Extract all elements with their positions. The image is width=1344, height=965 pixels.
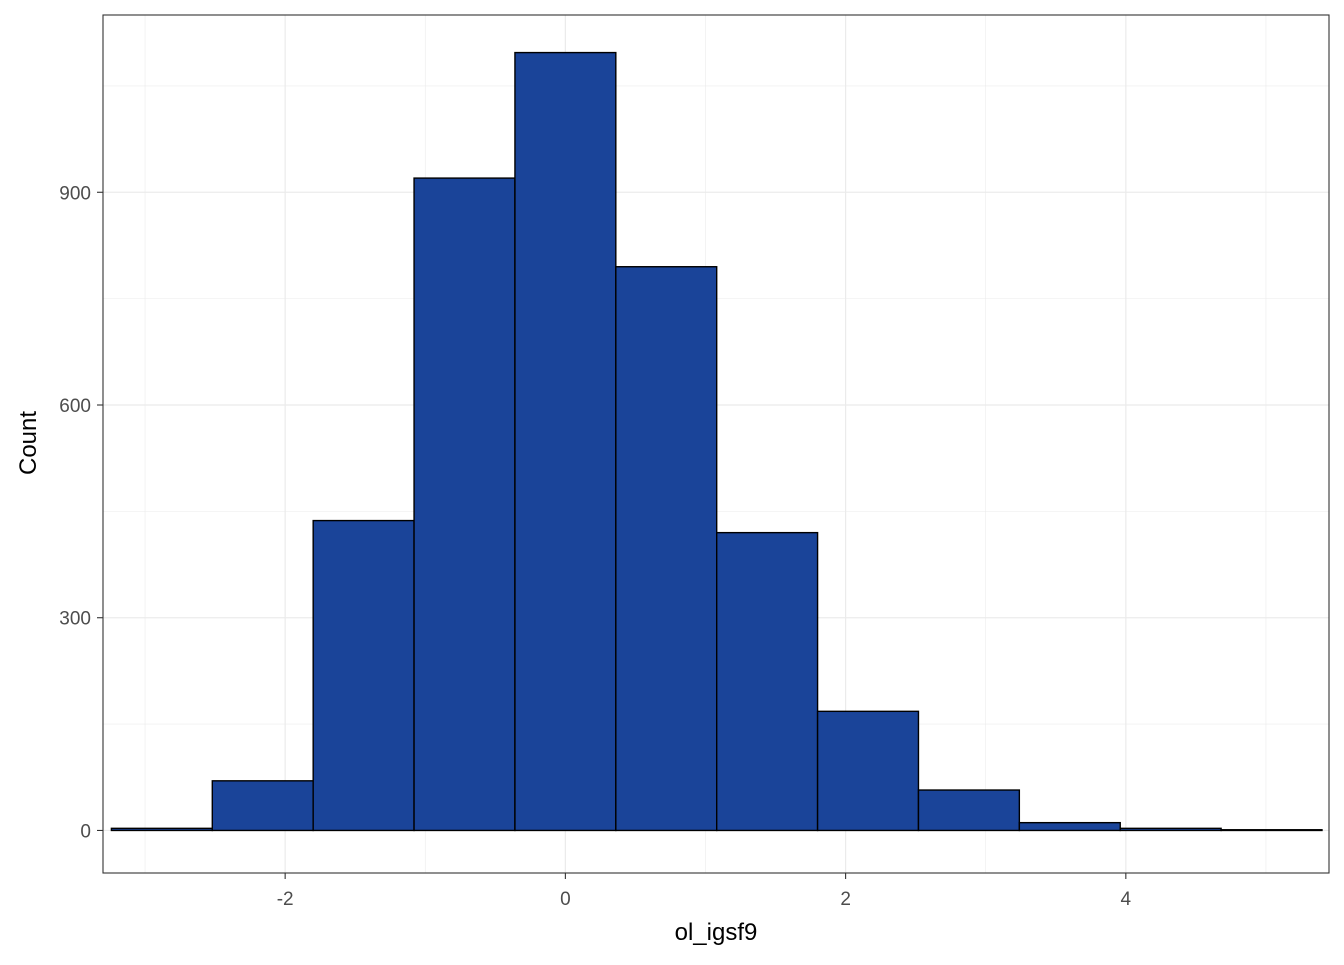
y-tick-label: 900 — [59, 183, 91, 204]
x-tick-label: 2 — [840, 889, 851, 910]
histogram-bar — [211, 780, 314, 832]
histogram-bar — [716, 531, 819, 832]
y-axis-title: Count — [15, 411, 42, 475]
y-tick-label: 600 — [59, 396, 91, 417]
histogram-bar — [514, 51, 617, 832]
histogram-bar — [816, 710, 920, 832]
x-tick-label: -2 — [277, 889, 294, 910]
panel-border — [102, 14, 1330, 874]
x-tick-label: 4 — [1121, 889, 1132, 910]
y-tick-label: 0 — [80, 821, 91, 842]
x-axis: -2 0 2 4 — [277, 873, 1132, 910]
histogram-bar — [1119, 827, 1222, 832]
histogram-bar — [312, 519, 415, 832]
histogram-bar — [615, 266, 718, 832]
y-axis: 0 300 600 900 — [59, 183, 103, 842]
histogram-bars — [110, 51, 1323, 832]
x-tick-label: 0 — [560, 889, 571, 910]
y-tick-label: 300 — [59, 609, 91, 630]
histogram-bar — [917, 789, 1021, 832]
histogram-bar — [110, 827, 213, 832]
histogram-bar — [1018, 821, 1121, 832]
x-axis-title: ol_igsf9 — [675, 919, 758, 946]
histogram-bar — [413, 177, 516, 832]
histogram-bar — [1220, 829, 1323, 832]
